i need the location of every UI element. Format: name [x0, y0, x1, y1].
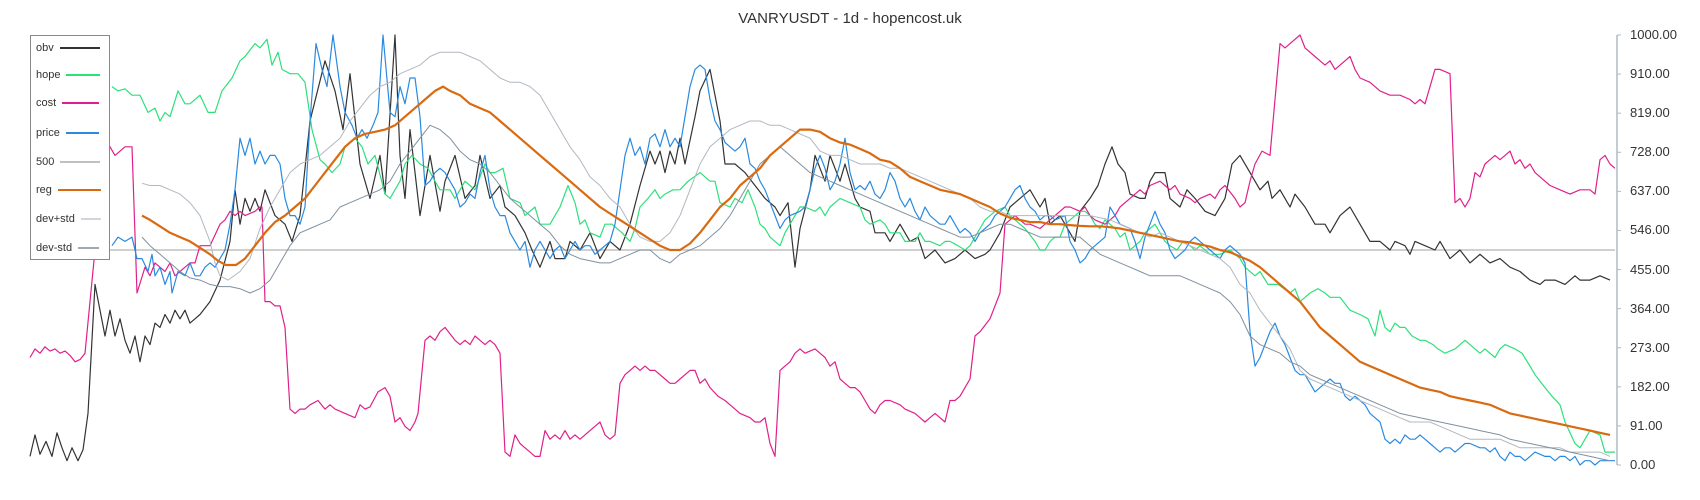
legend-label: dev-std	[36, 242, 73, 254]
legend-label: dev+std	[36, 213, 75, 225]
legend-item-reg[interactable]: reg	[36, 184, 101, 196]
series-dev-plus-minus-std	[141, 51, 1611, 457]
legend-swatch-icon	[62, 102, 100, 104]
chart-title: VANRYUSDT - 1d - hopencost.uk	[738, 10, 962, 27]
y-tick-label: 455.00	[1630, 261, 1670, 277]
legend-swatch-icon	[80, 218, 101, 220]
legend-label: obv	[36, 42, 54, 54]
y-tick-label: 91.00	[1630, 417, 1663, 433]
legend-swatch-icon	[78, 247, 100, 249]
y-tick-label: 0.00	[1630, 457, 1656, 472]
legend: obv hope cost price 500 reg dev+std dev-…	[30, 35, 110, 260]
legend-item-dev-plus-std[interactable]: dev+std	[36, 213, 101, 225]
legend-label: 500	[36, 156, 55, 168]
y-axis	[1616, 34, 1621, 466]
series-obv	[29, 34, 1611, 462]
legend-swatch-icon	[66, 74, 101, 76]
legend-item-price[interactable]: price	[36, 127, 99, 139]
y-tick-label: 364.00	[1630, 300, 1670, 316]
y-tick-label: 1000.00	[1630, 27, 1677, 42]
y-tick-label: 910.00	[1630, 66, 1670, 82]
legend-label: price	[36, 127, 60, 139]
legend-swatch-icon	[57, 189, 101, 191]
legend-item-500[interactable]: 500	[36, 156, 101, 168]
series-hope	[111, 38, 1615, 453]
y-tick-label: 637.00	[1630, 183, 1670, 199]
legend-swatch-icon	[60, 161, 101, 163]
legend-swatch-icon	[65, 132, 99, 134]
legend-item-cost[interactable]: cost	[36, 97, 100, 109]
legend-label: reg	[36, 184, 52, 196]
series-dev-minus-std	[141, 124, 1611, 462]
legend-swatch-icon	[59, 47, 100, 49]
legend-label: hope	[36, 69, 61, 81]
series-reg	[141, 85, 1611, 436]
legend-label: cost	[36, 97, 57, 109]
y-tick-label: 546.00	[1630, 222, 1670, 238]
y-tick-label: 728.00	[1630, 144, 1670, 160]
series-lines	[29, 34, 1616, 466]
legend-item-hope[interactable]: hope	[36, 69, 101, 81]
y-tick-label: 182.00	[1630, 378, 1670, 394]
series-cost	[29, 34, 1616, 457]
y-tick-label: 273.00	[1630, 339, 1670, 355]
y-tick-label: 819.00	[1630, 105, 1670, 121]
legend-item-dev-minus-std[interactable]: dev-std	[36, 242, 100, 254]
legend-item-obv[interactable]: obv	[36, 42, 100, 54]
